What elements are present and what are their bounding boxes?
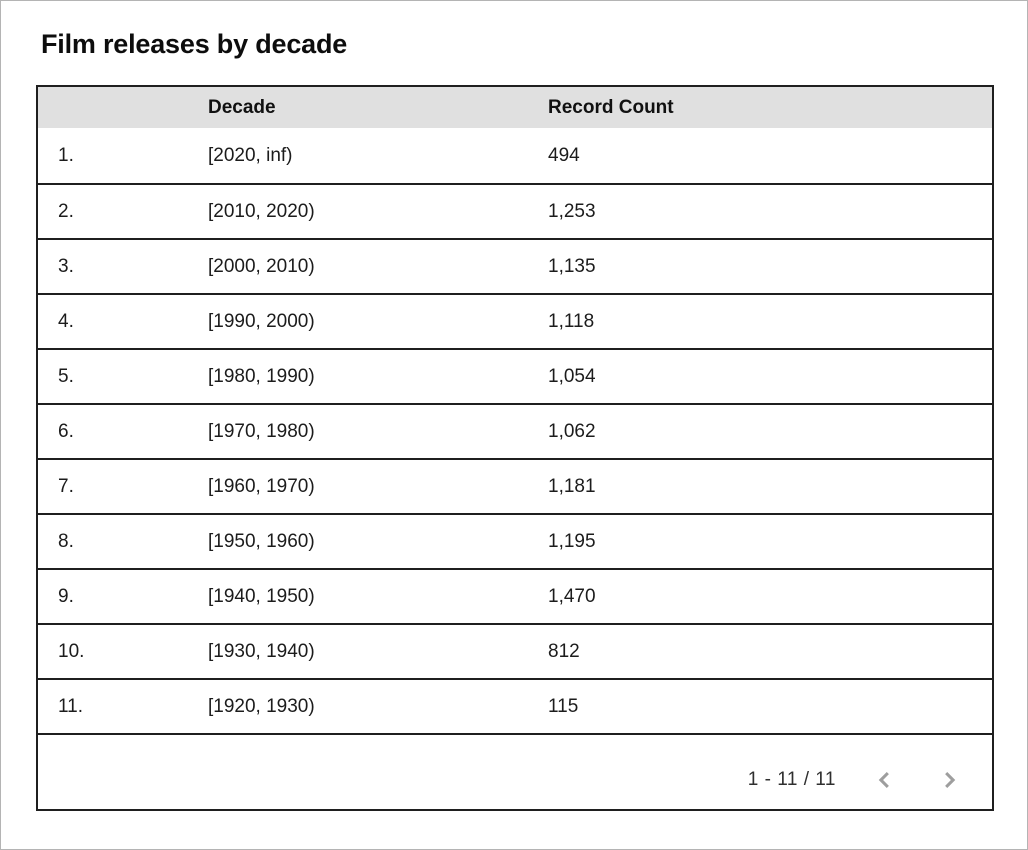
cell-record-count: 1,118 — [548, 310, 595, 332]
cell-decade: [2020, inf) — [208, 144, 293, 166]
cell-decade: [1950, 1960) — [208, 530, 315, 552]
pagination-bar: 1 - 11 / 11 — [38, 733, 992, 809]
row-index: 6. — [58, 420, 74, 442]
table-row: 6. [1970, 1980) 1,062 — [38, 403, 992, 458]
table-row: 9. [1940, 1950) 1,470 — [38, 568, 992, 623]
cell-record-count: 1,054 — [548, 365, 596, 387]
cell-decade: [1940, 1950) — [208, 585, 315, 607]
table-row: 2. [2010, 2020) 1,253 — [38, 183, 992, 238]
row-index: 4. — [58, 310, 74, 332]
cell-decade: [1970, 1980) — [208, 420, 315, 442]
cell-record-count: 494 — [548, 144, 580, 166]
table-row: 1. [2020, inf) 494 — [38, 128, 992, 183]
table-row: 5. [1980, 1990) 1,054 — [38, 348, 992, 403]
pagination-next-button[interactable] — [934, 765, 964, 795]
cell-record-count: 115 — [548, 695, 579, 717]
table-row: 10. [1930, 1940) 812 — [38, 623, 992, 678]
table-row: 11. [1920, 1930) 115 — [38, 678, 992, 733]
cell-decade: [2000, 2010) — [208, 255, 315, 277]
pagination-range-label: 1 - 11 / 11 — [747, 769, 836, 790]
table-body: 1. [2020, inf) 494 2. [2010, 2020) 1,253… — [38, 128, 992, 733]
cell-record-count: 1,062 — [548, 420, 596, 442]
row-index: 10. — [58, 640, 85, 662]
cell-record-count: 1,253 — [548, 200, 596, 222]
row-index: 2. — [58, 200, 74, 222]
cell-record-count: 1,181 — [548, 475, 596, 497]
row-index: 1. — [58, 144, 74, 166]
row-index: 3. — [58, 255, 74, 277]
cell-decade: [1980, 1990) — [208, 365, 315, 387]
pagination-prev-button[interactable] — [870, 765, 900, 795]
table-row: 7. [1960, 1970) 1,181 — [38, 458, 992, 513]
table-row: 8. [1950, 1960) 1,195 — [38, 513, 992, 568]
cell-decade: [1920, 1930) — [208, 695, 315, 717]
table-row: 3. [2000, 2010) 1,135 — [38, 238, 992, 293]
chevron-left-icon — [872, 767, 898, 793]
row-index: 9. — [58, 585, 74, 607]
row-index: 11. — [58, 695, 84, 717]
cell-decade: [2010, 2020) — [208, 200, 315, 222]
page-title: Film releases by decade — [41, 29, 348, 59]
cell-decade: [1930, 1940) — [208, 640, 315, 662]
row-index: 8. — [58, 530, 74, 552]
table-header-row: Decade Record Count — [38, 87, 992, 128]
row-index: 7. — [58, 475, 74, 497]
cell-record-count: 812 — [548, 640, 580, 662]
column-header-record-count[interactable]: Record Count — [548, 96, 674, 118]
cell-record-count: 1,135 — [548, 255, 596, 277]
table-row: 4. [1990, 2000) 1,118 — [38, 293, 992, 348]
column-header-decade[interactable]: Decade — [208, 96, 276, 118]
cell-record-count: 1,470 — [548, 585, 596, 607]
cell-record-count: 1,195 — [548, 530, 596, 552]
chevron-right-icon — [936, 767, 962, 793]
data-table: Decade Record Count 1. [2020, inf) 494 2… — [36, 85, 994, 811]
row-index: 5. — [58, 365, 74, 387]
cell-decade: [1960, 1970) — [208, 475, 315, 497]
cell-decade: [1990, 2000) — [208, 310, 315, 332]
